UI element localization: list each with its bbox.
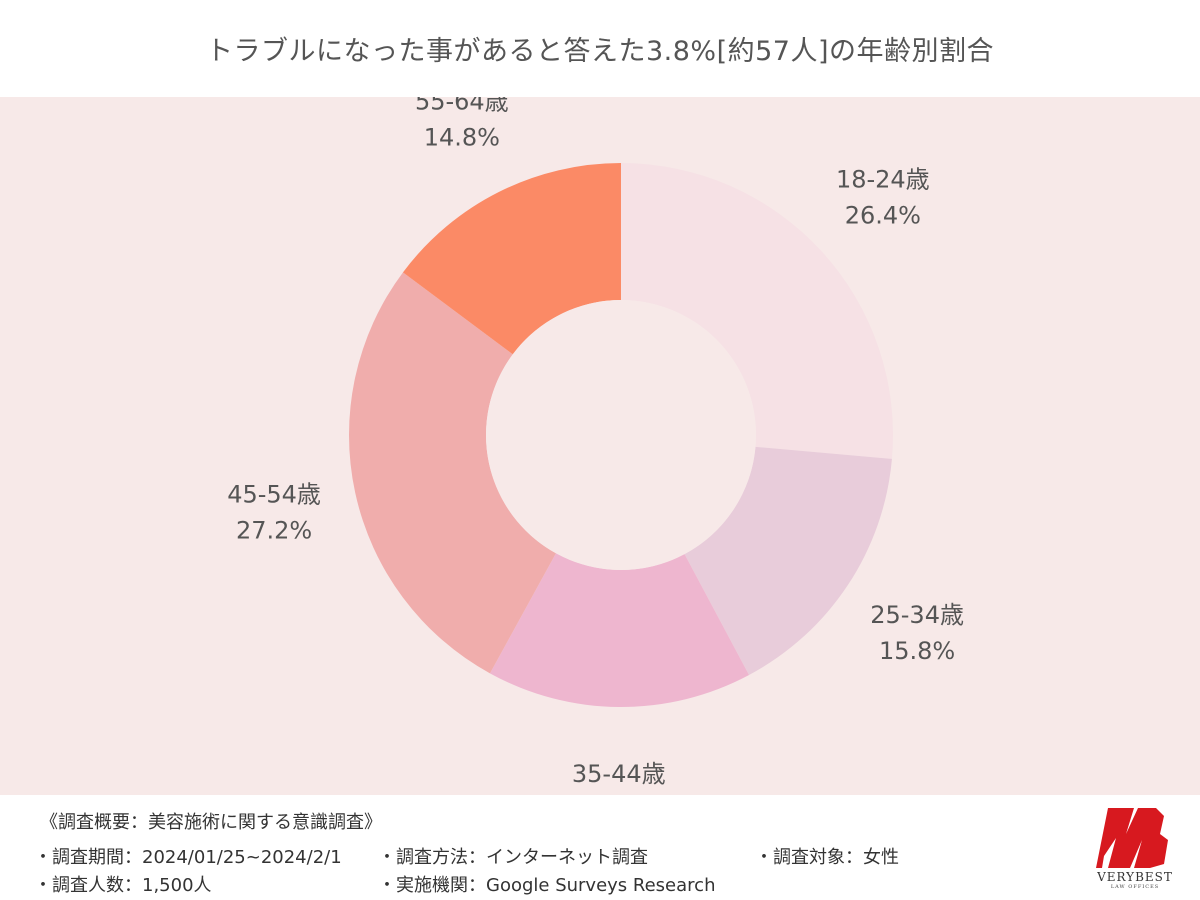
title-bar: トラブルになった事があると答えた3.8%[約57人]の年齢別割合	[0, 0, 1200, 97]
slice-value-45-54: 27.2%	[236, 516, 312, 544]
slice-label-25-34: 25-34歳	[870, 601, 964, 629]
slice-55-64	[402, 163, 621, 355]
logo-mark	[1096, 808, 1168, 868]
donut-hole	[486, 300, 756, 570]
logo-name: VERYBEST	[1096, 870, 1173, 884]
slice-value-55-64: 14.8%	[424, 124, 500, 152]
logo-subtitle: LAW OFFICES	[1111, 884, 1159, 890]
chart-panel: 18-24歳26.4%25-34歳15.8%35-44歳15.8%45-54歳2…	[0, 97, 1200, 795]
slice-25-34	[684, 446, 892, 675]
survey-footer: 《調査概要：美容施術に関する意識調査》 ・調査期間：2024/01/25~202…	[0, 795, 1200, 900]
slice-value-18-24: 26.4%	[845, 201, 921, 229]
survey-target: ・調査対象：女性	[755, 847, 899, 868]
slice-label-35-44: 35-44歳	[572, 760, 666, 788]
slice-18-24	[621, 163, 893, 459]
survey-period: ・調査期間：2024/01/25~2024/2/1	[34, 847, 342, 868]
slice-label-18-24: 18-24歳	[836, 165, 930, 193]
chart-title: トラブルになった事があると答えた3.8%[約57人]の年齢別割合	[205, 36, 995, 67]
verybest-logo: VERYBEST LAW OFFICES	[1096, 808, 1173, 890]
survey-method: ・調査方法：インターネット調査	[378, 847, 648, 868]
slice-label-45-54: 45-54歳	[227, 480, 321, 508]
survey-count: ・調査人数：1,500人	[34, 875, 212, 896]
survey-agency: ・実施機関：Google Surveys Research	[378, 875, 716, 896]
slice-value-25-34: 15.8%	[879, 637, 955, 665]
slice-35-44	[489, 553, 750, 707]
slice-45-54	[348, 272, 556, 674]
survey-summary-title: 《調査概要：美容施術に関する意識調査》	[40, 812, 382, 833]
slice-label-55-64: 55-64歳	[415, 97, 509, 116]
donut-chart: 18-24歳26.4%25-34歳15.8%35-44歳15.8%45-54歳2…	[0, 97, 1200, 795]
